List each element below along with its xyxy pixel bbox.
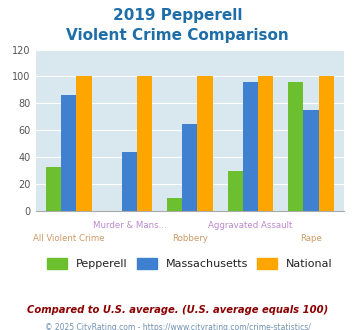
Text: Aggravated Assault: Aggravated Assault — [208, 221, 293, 230]
Bar — [122, 152, 137, 211]
Bar — [167, 198, 182, 211]
Text: 2019 Pepperell: 2019 Pepperell — [113, 8, 242, 23]
Bar — [61, 95, 76, 211]
Text: Robbery: Robbery — [172, 234, 208, 243]
Text: Rape: Rape — [300, 234, 322, 243]
Bar — [258, 77, 273, 211]
Bar — [137, 77, 152, 211]
Text: © 2025 CityRating.com - https://www.cityrating.com/crime-statistics/: © 2025 CityRating.com - https://www.city… — [45, 323, 310, 330]
Bar — [304, 110, 319, 211]
Text: Violent Crime Comparison: Violent Crime Comparison — [66, 28, 289, 43]
Legend: Pepperell, Massachusetts, National: Pepperell, Massachusetts, National — [43, 253, 337, 274]
Bar — [228, 171, 243, 211]
Bar — [182, 124, 197, 211]
Text: Compared to U.S. average. (U.S. average equals 100): Compared to U.S. average. (U.S. average … — [27, 305, 328, 315]
Bar — [197, 77, 213, 211]
Bar — [46, 167, 61, 211]
Bar — [243, 82, 258, 211]
Bar — [288, 82, 304, 211]
Bar — [319, 77, 334, 211]
Text: All Violent Crime: All Violent Crime — [33, 234, 105, 243]
Text: Murder & Mans...: Murder & Mans... — [93, 221, 166, 230]
Bar — [76, 77, 92, 211]
